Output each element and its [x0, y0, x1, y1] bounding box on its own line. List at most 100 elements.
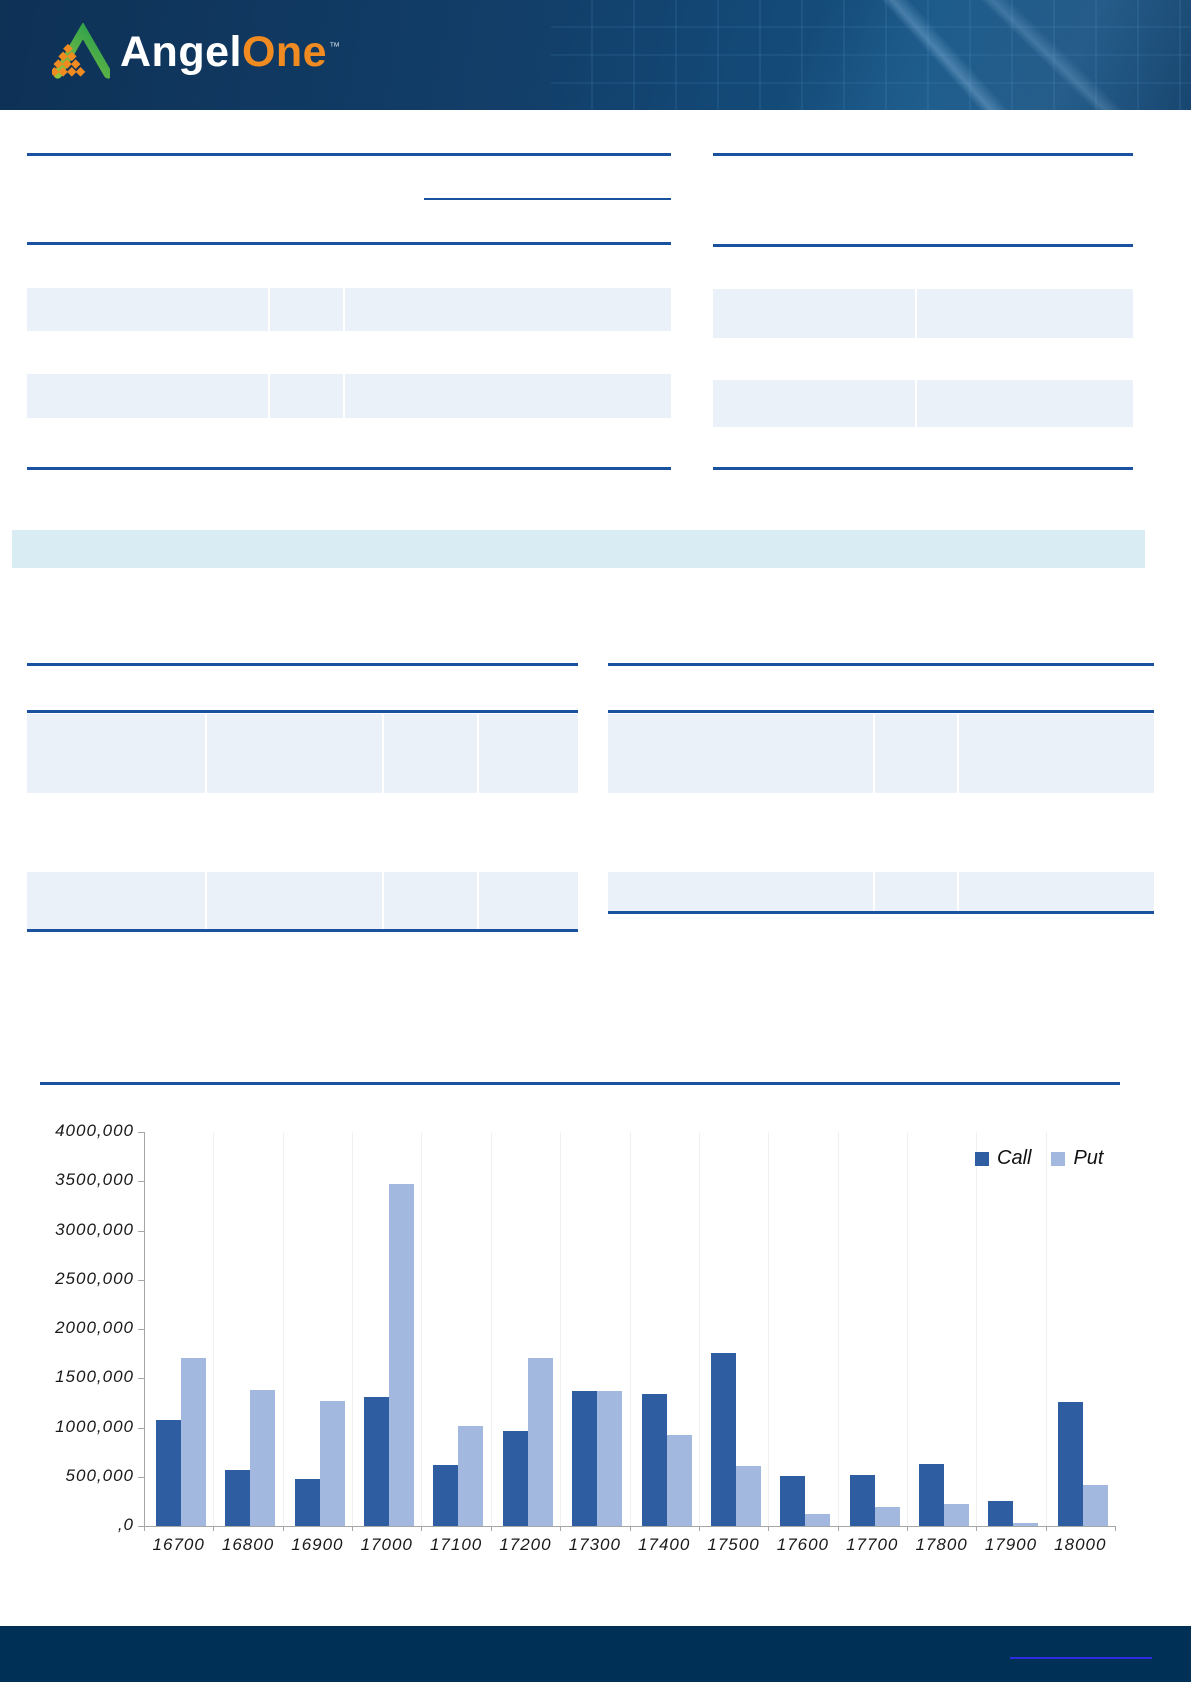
gridline-vertical	[976, 1132, 978, 1526]
y-axis-tick	[138, 1230, 144, 1232]
x-axis-tick	[421, 1526, 423, 1531]
table-cell	[270, 374, 343, 418]
divider-line	[27, 153, 671, 156]
table-cell	[27, 374, 268, 418]
table-cell	[608, 714, 873, 793]
table-cell	[207, 714, 382, 793]
legend-label-put: Put	[1073, 1147, 1104, 1169]
bar-put-17000	[389, 1184, 415, 1526]
x-axis-tick	[490, 1526, 492, 1531]
y-axis-tick	[138, 1181, 144, 1183]
header: AngelOne ™	[0, 0, 1191, 110]
x-axis-label: 17400	[638, 1535, 691, 1554]
angelone-logo: AngelOne ™	[52, 20, 341, 84]
table-row	[27, 872, 578, 930]
x-axis-label: 17900	[984, 1535, 1038, 1554]
bar-call-17900	[988, 1501, 1014, 1526]
header-tech-pattern	[551, 0, 1191, 110]
divider-line	[608, 710, 1154, 713]
divider-line-short	[424, 198, 671, 200]
gridline-vertical	[490, 1132, 492, 1526]
divider-line	[27, 710, 578, 713]
bar-call-16800	[225, 1470, 251, 1526]
divider-line	[608, 911, 1154, 914]
gridline-vertical	[421, 1132, 423, 1526]
x-axis-tick	[213, 1526, 215, 1531]
x-axis-tick	[282, 1526, 284, 1531]
x-axis-tick	[629, 1526, 631, 1531]
x-axis-label: 16800	[221, 1535, 275, 1554]
table-row	[713, 380, 1133, 427]
bar-call-16700	[156, 1420, 181, 1526]
divider-line	[27, 242, 671, 245]
bar-put-17800	[943, 1504, 969, 1526]
table-cell	[479, 714, 578, 793]
y-axis-label: 3500,000	[55, 1170, 134, 1190]
brand-one: One	[241, 27, 328, 76]
gridline-vertical	[282, 1132, 284, 1526]
y-axis-tick	[138, 1526, 144, 1527]
brand-angel: Angel	[120, 27, 242, 76]
gridline-vertical	[837, 1132, 839, 1526]
table-cell	[608, 872, 873, 912]
x-axis-tick	[1045, 1526, 1047, 1531]
gridline-vertical	[352, 1132, 354, 1526]
y-axis-tick	[138, 1378, 144, 1380]
y-axis-tick	[138, 1132, 144, 1133]
chart-section-divider	[40, 1082, 1120, 1085]
footer	[0, 1626, 1191, 1682]
bar-call-18000	[1057, 1402, 1083, 1526]
bar-call-16900	[294, 1479, 320, 1526]
legend-label-call: Call	[997, 1147, 1032, 1169]
y-axis-label: 3000,000	[55, 1219, 134, 1239]
table-cell	[917, 380, 1133, 427]
divider-line	[27, 467, 671, 470]
table-cell	[713, 289, 915, 338]
x-axis-tick	[352, 1526, 354, 1531]
x-axis-label: 17100	[429, 1535, 483, 1554]
x-axis-tick	[1115, 1526, 1116, 1531]
bar-put-17200	[527, 1358, 553, 1526]
gridline-vertical	[768, 1132, 770, 1526]
table-cell	[959, 872, 1154, 912]
brand-wordmark: AngelOne ™	[120, 27, 341, 76]
brand-tm: ™	[329, 41, 341, 54]
y-axis-tick	[138, 1476, 144, 1478]
bar-put-17500	[735, 1466, 761, 1526]
divider-line	[27, 663, 578, 666]
bar-call-17300	[572, 1391, 598, 1526]
divider-line	[713, 153, 1133, 156]
x-axis-label: 17300	[568, 1535, 621, 1554]
x-axis-label: 17500	[707, 1535, 760, 1554]
gridline-vertical	[629, 1132, 631, 1526]
chart-legend: Call Put	[975, 1147, 1123, 1170]
y-axis-tick	[138, 1279, 144, 1281]
table-row	[608, 872, 1154, 912]
bar-put-17100	[458, 1426, 484, 1526]
table-cell	[27, 714, 205, 793]
table-row	[27, 714, 578, 793]
x-axis-label: 17600	[776, 1535, 830, 1554]
gridline-vertical	[1045, 1132, 1047, 1526]
divider-line	[608, 663, 1154, 666]
table-row	[608, 714, 1154, 793]
x-axis-tick	[837, 1526, 839, 1531]
x-axis-label: 18000	[1054, 1535, 1107, 1554]
table-cell	[479, 872, 578, 930]
bar-call-17100	[433, 1465, 459, 1526]
gridline-vertical	[906, 1132, 908, 1526]
gridline-vertical	[213, 1132, 215, 1526]
bar-put-16900	[319, 1401, 345, 1526]
bar-put-16700	[181, 1358, 206, 1526]
x-axis-tick	[560, 1526, 562, 1531]
gridline-vertical	[560, 1132, 562, 1526]
x-axis-label: 17200	[499, 1535, 552, 1554]
open-interest-chart: 4000,000 3500,000 3000,000 2500,000 2000,000…	[0, 1090, 1191, 1590]
bar-call-17500	[710, 1353, 736, 1526]
y-axis-label: 4000,000	[55, 1121, 134, 1140]
footer-link-underline[interactable]	[1010, 1657, 1152, 1659]
table-cell	[713, 380, 915, 427]
divider-line	[27, 929, 578, 932]
y-axis-tick	[138, 1329, 144, 1330]
y-axis-label: 2500,000	[55, 1268, 134, 1288]
